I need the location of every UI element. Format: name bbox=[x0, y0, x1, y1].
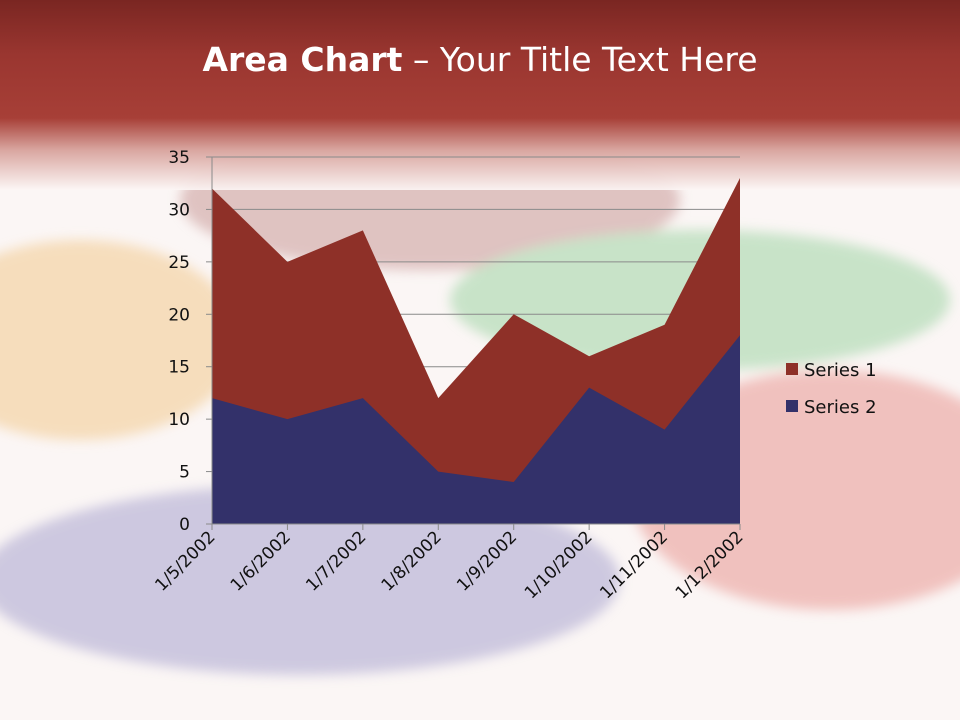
slide-title-separator: – bbox=[402, 40, 440, 79]
legend-swatch-1 bbox=[786, 363, 798, 375]
slide-title-bold: Area Chart bbox=[202, 40, 403, 79]
y-tick-label: 20 bbox=[168, 305, 190, 325]
legend-swatch-2 bbox=[786, 400, 798, 412]
y-tick-label: 35 bbox=[168, 148, 190, 168]
x-tick-label: 1/6/2002 bbox=[227, 527, 295, 595]
y-tick-label: 10 bbox=[168, 410, 190, 430]
title-banner: Area Chart – Your Title Text Here bbox=[0, 0, 960, 190]
legend-label-1: Series 1 bbox=[804, 360, 877, 381]
x-tick-label: 1/5/2002 bbox=[151, 527, 219, 595]
x-tick-label: 1/12/2002 bbox=[672, 527, 748, 603]
y-tick-label: 0 bbox=[179, 515, 190, 535]
x-tick-label: 1/9/2002 bbox=[453, 527, 521, 595]
legend-label-2: Series 2 bbox=[804, 397, 877, 418]
slide-title: Area Chart – Your Title Text Here bbox=[0, 40, 960, 79]
x-tick-label: 1/11/2002 bbox=[596, 527, 672, 603]
slide-title-rest: Your Title Text Here bbox=[439, 40, 758, 79]
x-tick-label: 1/7/2002 bbox=[302, 527, 370, 595]
x-tick-label: 1/8/2002 bbox=[378, 527, 446, 595]
series-area-2 bbox=[212, 335, 740, 524]
y-tick-label: 15 bbox=[168, 358, 190, 378]
y-tick-label: 25 bbox=[168, 253, 190, 273]
x-tick-label: 1/10/2002 bbox=[521, 527, 597, 603]
y-tick-label: 5 bbox=[179, 463, 190, 483]
y-tick-label: 30 bbox=[168, 200, 190, 220]
